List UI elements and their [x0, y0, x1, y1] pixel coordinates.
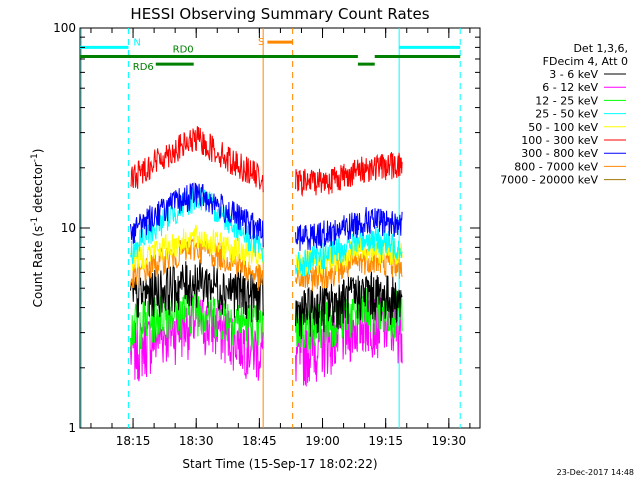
flags-layer: N S RD0 RD6: [80, 37, 461, 73]
y-tick-label-2: 100: [53, 21, 76, 35]
x-tick-label-1: 18:30: [179, 434, 214, 448]
series-3-segment-0: [130, 187, 264, 265]
series-7-segment-0: [130, 238, 264, 292]
legend-label-1: 6 - 12 keV: [542, 81, 598, 94]
y-axis-ticks: 1 10 100: [53, 21, 480, 435]
legend-label-5: 100 - 300 keV: [521, 134, 598, 147]
legend-label-7: 800 - 7000 keV: [514, 160, 598, 173]
x-tick-label-3: 19:00: [305, 434, 340, 448]
legend-header-1: Det 1,3,6,: [573, 42, 628, 55]
flag-label-RD6: RD6: [133, 62, 154, 73]
flag-label-S: S: [258, 37, 264, 48]
series-0-segment-1: [295, 271, 403, 339]
flag-label-RD0: RD0: [173, 45, 194, 56]
y-axis-label-main: Count Rate (s: [31, 226, 45, 308]
series-6-segment-0: [130, 182, 264, 248]
legend-label-8: 7000 - 20000 keV: [500, 174, 598, 187]
y-axis-label-close: ): [31, 149, 45, 154]
legend-label-4: 50 - 100 keV: [528, 121, 598, 134]
x-axis-ticks: 18:15 18:30 18:45 19:00 19:15 19:30: [90, 28, 471, 448]
series-layer: [130, 126, 403, 387]
series-5-segment-0: [130, 126, 264, 193]
y-tick-label-1: 10: [61, 221, 76, 235]
flag-label-N: N: [133, 37, 140, 48]
series-4-segment-0: [130, 224, 264, 271]
y-axis-label: Count Rate (s-1 detector-1): [30, 149, 45, 308]
y-tick-label-0: 1: [68, 421, 76, 435]
series-0-segment-0: [130, 259, 264, 323]
series-5-segment-1: [295, 152, 403, 197]
legend-label-0: 3 - 6 keV: [549, 68, 598, 81]
y-axis-label-sup1: -1: [30, 217, 40, 226]
x-tick-label-2: 18:45: [242, 434, 277, 448]
legend-label-3: 25 - 50 keV: [535, 108, 598, 121]
timestamp: 23-Dec-2017 14:48: [557, 468, 634, 477]
x-tick-label-0: 18:15: [116, 434, 151, 448]
legend-label-6: 300 - 800 keV: [521, 147, 598, 160]
legend-label-2: 12 - 25 keV: [535, 94, 598, 107]
x-tick-label-4: 19:15: [368, 434, 403, 448]
series-7-segment-1: [295, 248, 403, 292]
chart-title: HESSI Observing Summary Count Rates: [130, 5, 429, 23]
y-axis-label-sup2: -1: [30, 153, 40, 162]
x-tick-label-5: 19:30: [432, 434, 467, 448]
series-6-segment-1: [295, 207, 403, 251]
y-axis-label-tail: detector: [31, 162, 45, 217]
x-axis-label: Start Time (15-Sep-17 18:02:22): [182, 457, 377, 471]
vertical-markers: [80, 28, 461, 428]
series-1-segment-1: [295, 295, 403, 387]
legend-header-2: FDecim 4, Att 0: [543, 55, 628, 68]
